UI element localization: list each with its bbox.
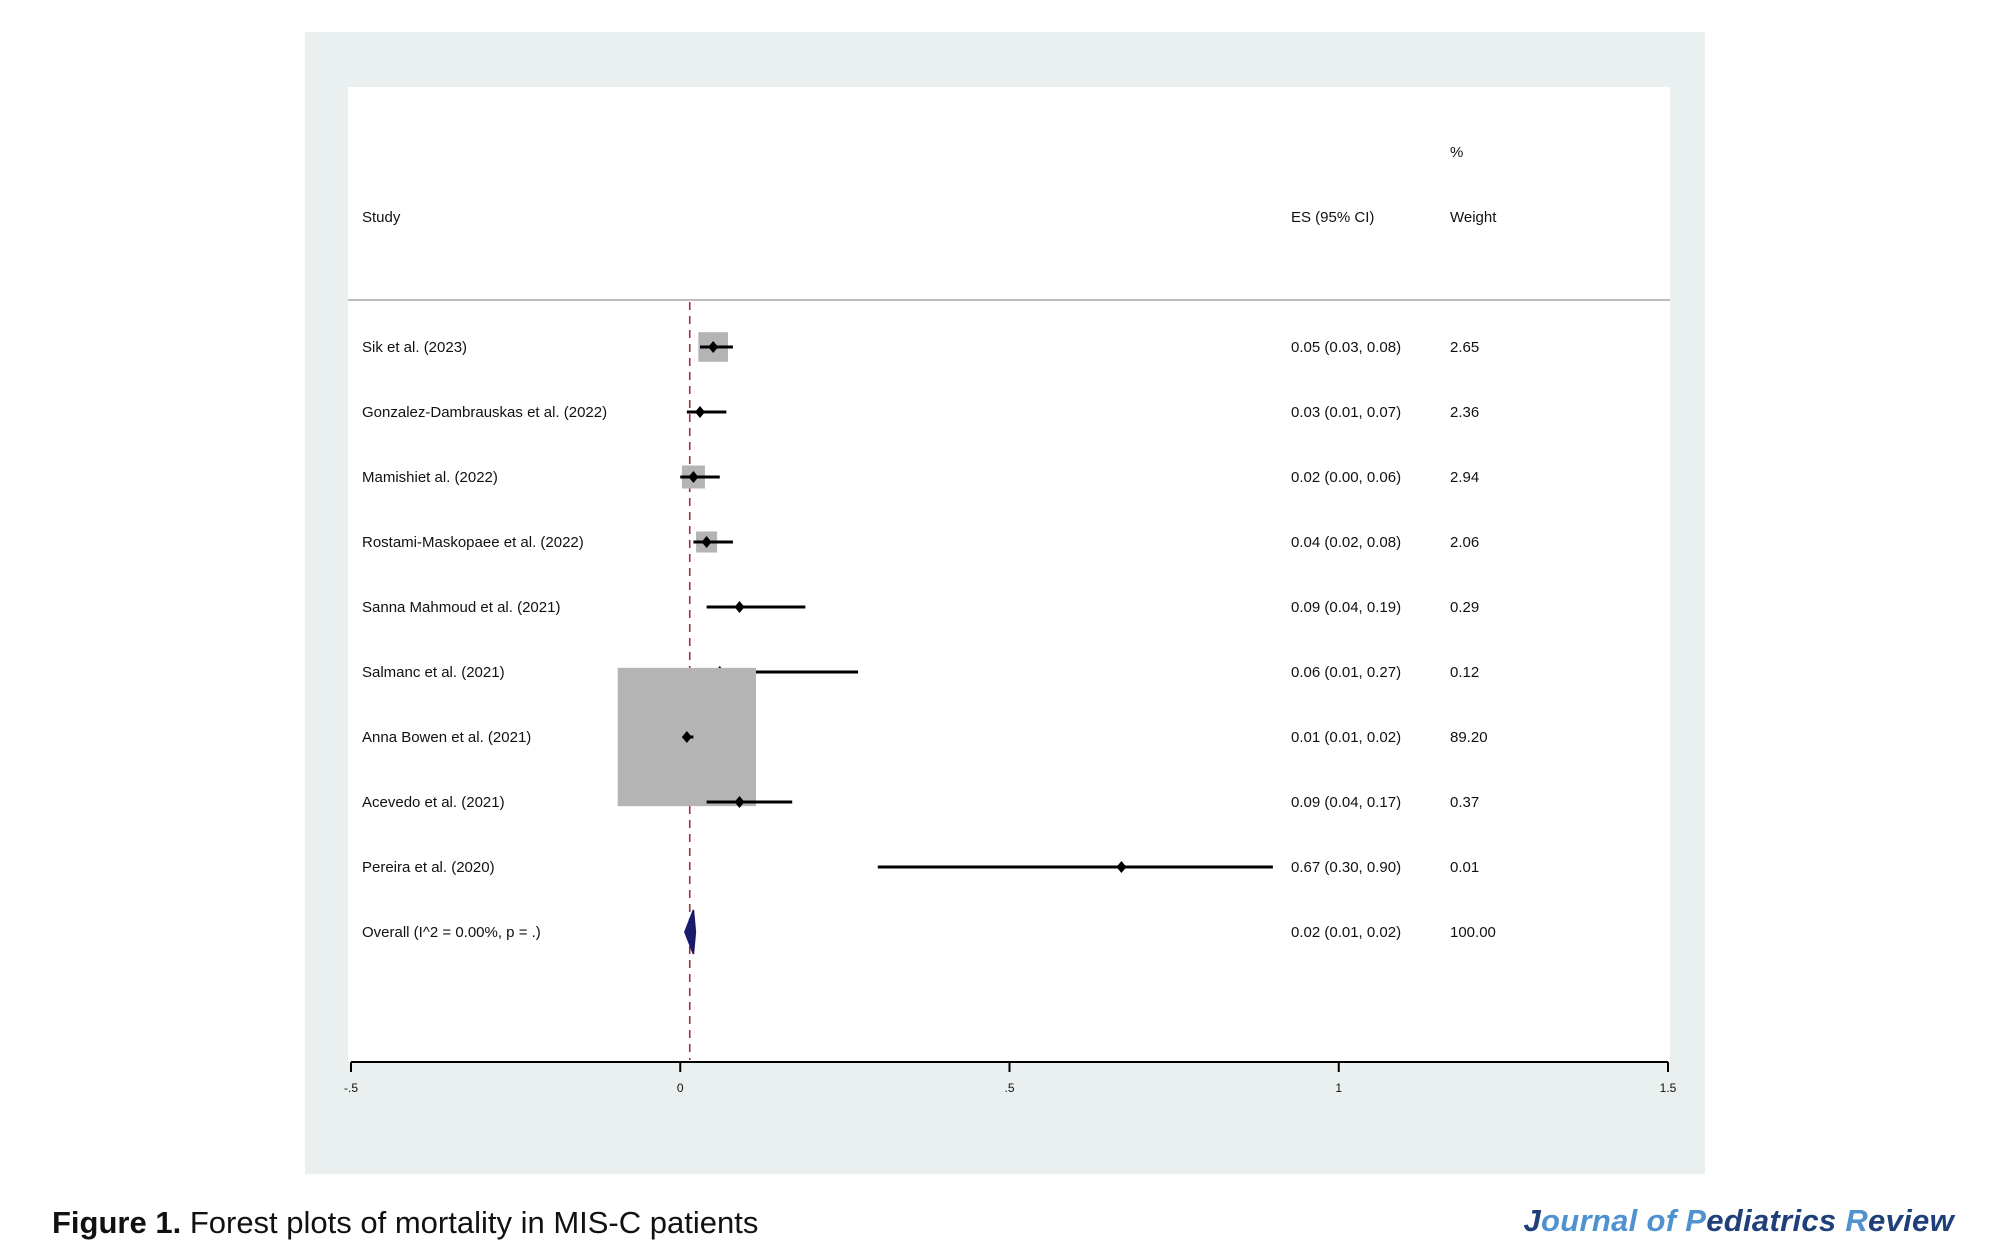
weight-label: 2.94 xyxy=(1450,469,1479,486)
es-ci-label: 0.05 (0.03, 0.08) xyxy=(1291,339,1401,356)
es-ci-label: 0.01 (0.01, 0.02) xyxy=(1291,729,1401,746)
weight-label: 2.06 xyxy=(1450,534,1479,551)
es-ci-label: 0.09 (0.04, 0.19) xyxy=(1291,599,1401,616)
caption-text: Forest plots of mortality in MIS-C patie… xyxy=(181,1205,759,1240)
es-ci-label: 0.04 (0.02, 0.08) xyxy=(1291,534,1401,551)
overall-diamond xyxy=(684,909,697,955)
weight-label: 0.29 xyxy=(1450,599,1479,616)
weight-label: 2.36 xyxy=(1450,404,1479,421)
x-tick-label: -.5 xyxy=(344,1081,358,1095)
es-ci-label: 0.02 (0.00, 0.06) xyxy=(1291,469,1401,486)
x-tick-label: 1.5 xyxy=(1660,1081,1677,1095)
x-tick-label: .5 xyxy=(1004,1081,1014,1095)
point-estimate xyxy=(701,536,712,548)
study-label: Salmanc et al. (2021) xyxy=(362,664,505,681)
header-weight: Weight xyxy=(1450,209,1497,226)
point-estimate xyxy=(695,406,706,418)
journal-r: R xyxy=(1845,1203,1869,1238)
weight-label: 0.12 xyxy=(1450,664,1479,681)
header-weight-percent: % xyxy=(1450,144,1463,161)
es-ci-label: 0.67 (0.30, 0.90) xyxy=(1291,859,1401,876)
study-label: Sanna Mahmoud et al. (2021) xyxy=(362,599,560,616)
header-study: Study xyxy=(362,209,401,226)
es-ci-label: 0.09 (0.04, 0.17) xyxy=(1291,794,1401,811)
overall-label: Overall (I^2 = 0.00%, p = .) xyxy=(362,924,541,941)
plot-area xyxy=(348,87,1670,1062)
figure-caption: Figure 1. Forest plots of mortality in M… xyxy=(52,1205,758,1241)
header-es: ES (95% CI) xyxy=(1291,209,1374,226)
es-ci-label: 0.03 (0.01, 0.07) xyxy=(1291,404,1401,421)
weight-label: 2.65 xyxy=(1450,339,1479,356)
point-estimate xyxy=(681,731,692,743)
journal-j: J xyxy=(1523,1203,1542,1238)
study-label: Gonzalez-Dambrauskas et al. (2022) xyxy=(362,404,607,421)
weight-label: 0.01 xyxy=(1450,859,1479,876)
caption-prefix: Figure 1. xyxy=(52,1205,182,1240)
journal-eview: eview xyxy=(1868,1203,1954,1238)
study-label: Mamishiet al. (2022) xyxy=(362,469,498,486)
journal-ediatrics: ediatrics xyxy=(1706,1203,1846,1238)
point-estimate xyxy=(708,341,719,353)
study-label: Acevedo et al. (2021) xyxy=(362,794,505,811)
es-ci-label: 0.06 (0.01, 0.27) xyxy=(1291,664,1401,681)
weight-label: 89.20 xyxy=(1450,729,1488,746)
study-label: Sik et al. (2023) xyxy=(362,339,467,356)
study-label: Pereira et al. (2020) xyxy=(362,859,495,876)
journal-ournal: ournal of xyxy=(1541,1203,1686,1238)
point-estimate xyxy=(1116,861,1127,873)
point-estimate xyxy=(734,601,745,613)
study-label: Rostami-Maskopaee et al. (2022) xyxy=(362,534,584,551)
x-tick-label: 0 xyxy=(677,1081,684,1095)
study-label: Anna Bowen et al. (2021) xyxy=(362,729,531,746)
overall-es-label: 0.02 (0.01, 0.02) xyxy=(1291,924,1401,941)
overall-weight-label: 100.00 xyxy=(1450,924,1496,941)
weight-label: 0.37 xyxy=(1450,794,1479,811)
point-estimate xyxy=(688,471,699,483)
journal-logo: Journal of Pediatrics Review xyxy=(1523,1203,1954,1239)
journal-p: P xyxy=(1685,1203,1707,1238)
point-estimate xyxy=(734,796,745,808)
x-tick-label: 1 xyxy=(1335,1081,1342,1095)
